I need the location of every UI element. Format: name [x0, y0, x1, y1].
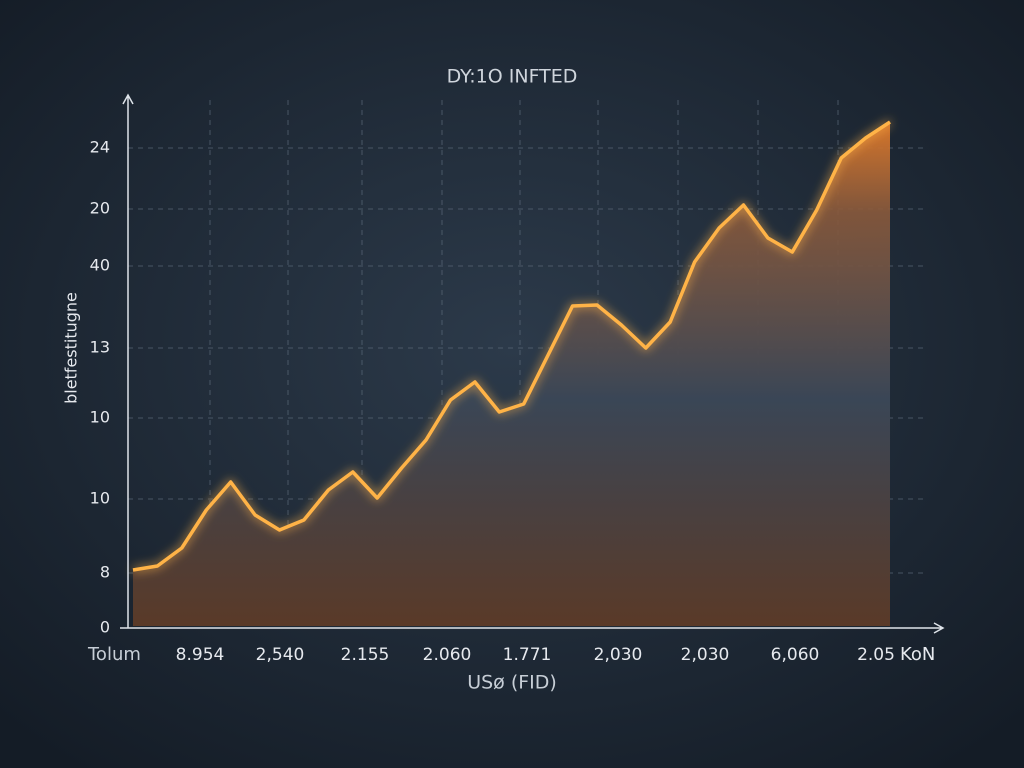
y-axis-label: bletfestitugne	[62, 292, 81, 404]
y-axis	[122, 93, 134, 628]
y-tick-label: 0	[100, 618, 110, 637]
x-tick-label: 2.060	[423, 645, 472, 665]
y-tick-label: 24	[90, 138, 110, 157]
x-axis-start-label: Tolum	[87, 644, 141, 665]
x-tick-label: 6,060	[771, 645, 820, 665]
y-tick-label: 8	[100, 563, 110, 582]
x-tick-label: 2.05	[857, 645, 895, 665]
x-tick-label: 2,540	[256, 645, 305, 665]
x-axis-label: USø (FID)	[467, 672, 557, 694]
x-tick-label: 2,030	[594, 645, 643, 665]
line	[132, 120, 891, 572]
x-axis	[120, 622, 945, 634]
x-tick-label: 8.954	[176, 645, 225, 665]
y-tick-label: 10	[90, 408, 110, 427]
y-tick-label: 10	[90, 489, 110, 508]
y-tick-label: 40	[90, 256, 110, 275]
y-tick-label: 13	[90, 338, 110, 357]
y-tick-label: 20	[90, 199, 110, 218]
x-tick-label: 2,030	[681, 645, 730, 665]
x-tick-label: 1.771	[503, 645, 552, 665]
chart-title: DY:1O INFTED	[447, 66, 578, 88]
x-axis-end-label: KoN	[900, 644, 935, 665]
x-tick-label: 2.155	[341, 645, 390, 665]
